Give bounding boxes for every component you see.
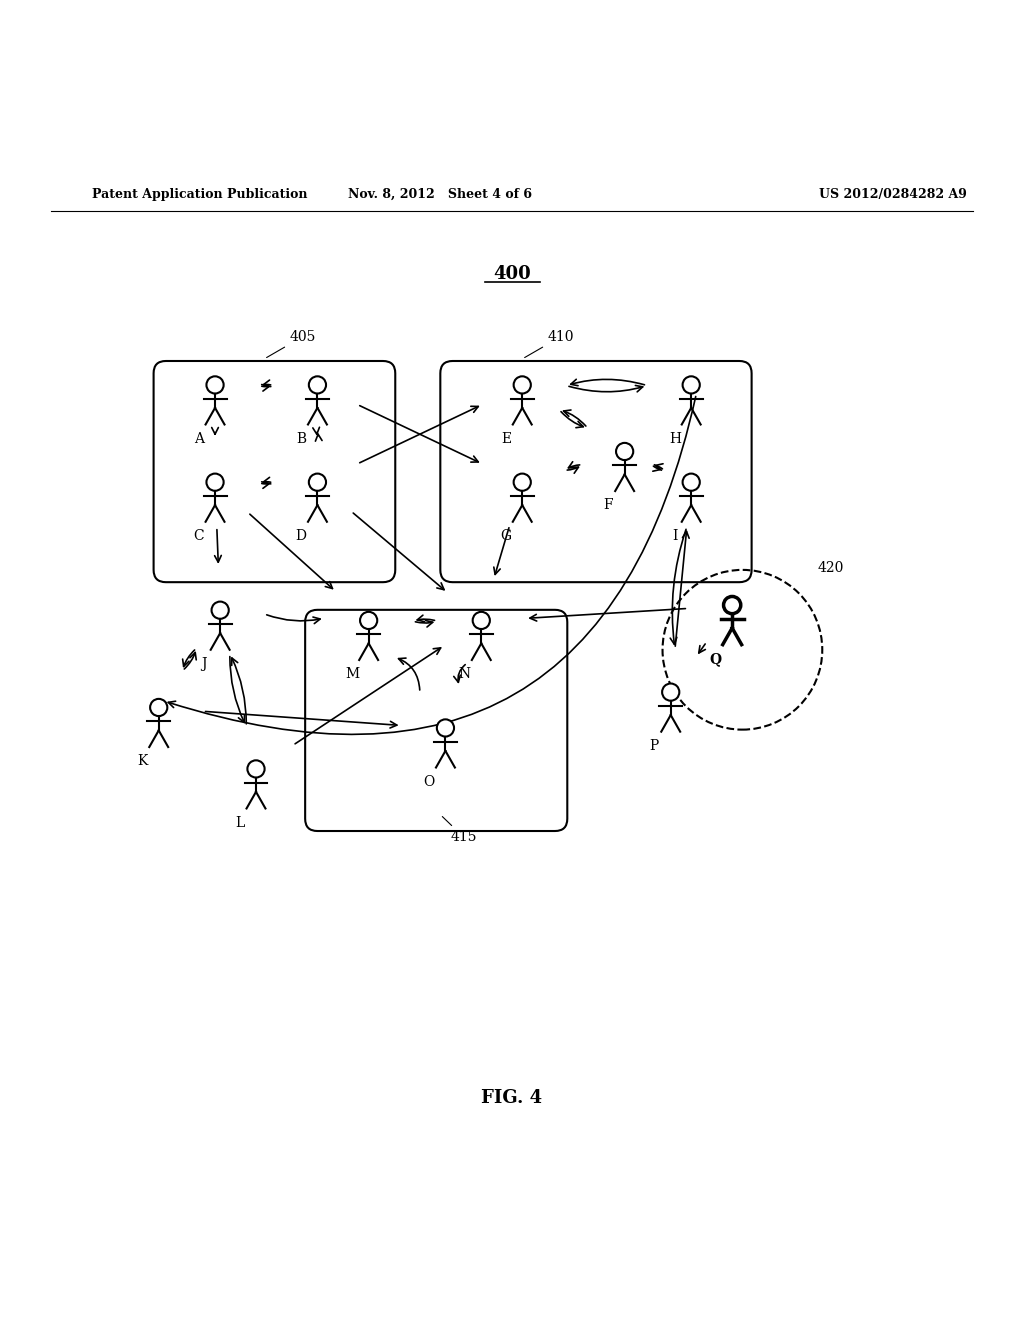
Text: N: N: [459, 667, 471, 681]
Text: 415: 415: [442, 817, 477, 845]
Text: A: A: [194, 432, 204, 446]
Text: Patent Application Publication: Patent Application Publication: [92, 187, 307, 201]
Text: K: K: [137, 754, 147, 768]
Circle shape: [437, 719, 454, 737]
Text: M: M: [345, 667, 359, 681]
Circle shape: [473, 612, 489, 630]
Text: E: E: [501, 432, 511, 446]
Text: Q: Q: [710, 652, 722, 665]
Circle shape: [360, 612, 377, 630]
Text: US 2012/0284282 A9: US 2012/0284282 A9: [819, 187, 967, 201]
Text: F: F: [603, 498, 613, 512]
Circle shape: [309, 474, 326, 491]
Text: 400: 400: [494, 265, 530, 282]
Text: I: I: [672, 529, 678, 543]
Circle shape: [724, 597, 740, 614]
Circle shape: [663, 684, 679, 701]
Circle shape: [514, 474, 530, 491]
Text: G: G: [501, 529, 511, 543]
Text: Nov. 8, 2012   Sheet 4 of 6: Nov. 8, 2012 Sheet 4 of 6: [348, 187, 532, 201]
Circle shape: [309, 376, 326, 393]
Text: B: B: [296, 432, 306, 446]
FancyArrowPatch shape: [168, 396, 695, 734]
Text: L: L: [234, 816, 245, 830]
Circle shape: [212, 602, 228, 619]
Circle shape: [207, 474, 223, 491]
Text: D: D: [296, 529, 306, 543]
Text: FIG. 4: FIG. 4: [481, 1089, 543, 1107]
Text: 405: 405: [266, 330, 316, 358]
Text: 420: 420: [817, 561, 844, 576]
Text: 410: 410: [524, 330, 574, 358]
Circle shape: [248, 760, 264, 777]
Circle shape: [683, 376, 699, 393]
Circle shape: [616, 444, 633, 461]
Circle shape: [207, 376, 223, 393]
Circle shape: [514, 376, 530, 393]
Text: J: J: [201, 657, 207, 671]
Circle shape: [151, 698, 167, 715]
Text: O: O: [424, 775, 434, 788]
Text: C: C: [194, 529, 204, 543]
Text: H: H: [669, 432, 681, 446]
Circle shape: [683, 474, 699, 491]
Text: P: P: [649, 739, 659, 752]
